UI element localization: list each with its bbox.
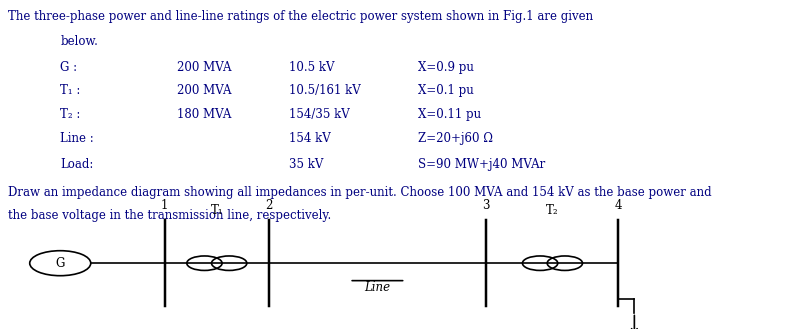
Text: Line: Line [364, 281, 390, 294]
Text: 4: 4 [614, 199, 622, 212]
Text: X=0.1 pu: X=0.1 pu [417, 84, 472, 97]
Text: Z=20+j60 Ω: Z=20+j60 Ω [417, 132, 492, 145]
Text: The three-phase power and line-line ratings of the electric power system shown i: The three-phase power and line-line rati… [8, 10, 593, 23]
Text: Line :: Line : [60, 132, 94, 145]
Text: T₂: T₂ [545, 204, 558, 217]
Text: X=0.11 pu: X=0.11 pu [417, 108, 480, 121]
Text: 35 kV: 35 kV [289, 158, 323, 171]
Text: below.: below. [60, 35, 98, 48]
Text: T₁: T₁ [210, 204, 223, 217]
Text: Draw an impedance diagram showing all impedances in per-unit. Choose 100 MVA and: Draw an impedance diagram showing all im… [8, 186, 711, 199]
Text: G :: G : [60, 61, 77, 74]
Text: 10.5 kV: 10.5 kV [289, 61, 334, 74]
Text: 200 MVA: 200 MVA [176, 84, 231, 97]
Text: T₂ :: T₂ : [60, 108, 80, 121]
Text: 3: 3 [481, 199, 489, 212]
Text: S=90 MW+j40 MVAr: S=90 MW+j40 MVAr [417, 158, 544, 171]
Text: 154 kV: 154 kV [289, 132, 330, 145]
Text: 154/35 kV: 154/35 kV [289, 108, 350, 121]
Text: T₁ :: T₁ : [60, 84, 80, 97]
Text: 1: 1 [160, 199, 168, 212]
Text: G: G [55, 257, 65, 270]
Text: Load:: Load: [60, 158, 94, 171]
Text: 10.5/161 kV: 10.5/161 kV [289, 84, 360, 97]
Text: 180 MVA: 180 MVA [176, 108, 231, 121]
Text: X=0.9 pu: X=0.9 pu [417, 61, 473, 74]
Text: 200 MVA: 200 MVA [176, 61, 231, 74]
Text: 2: 2 [265, 199, 273, 212]
Text: the base voltage in the transmission line, respectively.: the base voltage in the transmission lin… [8, 209, 331, 222]
